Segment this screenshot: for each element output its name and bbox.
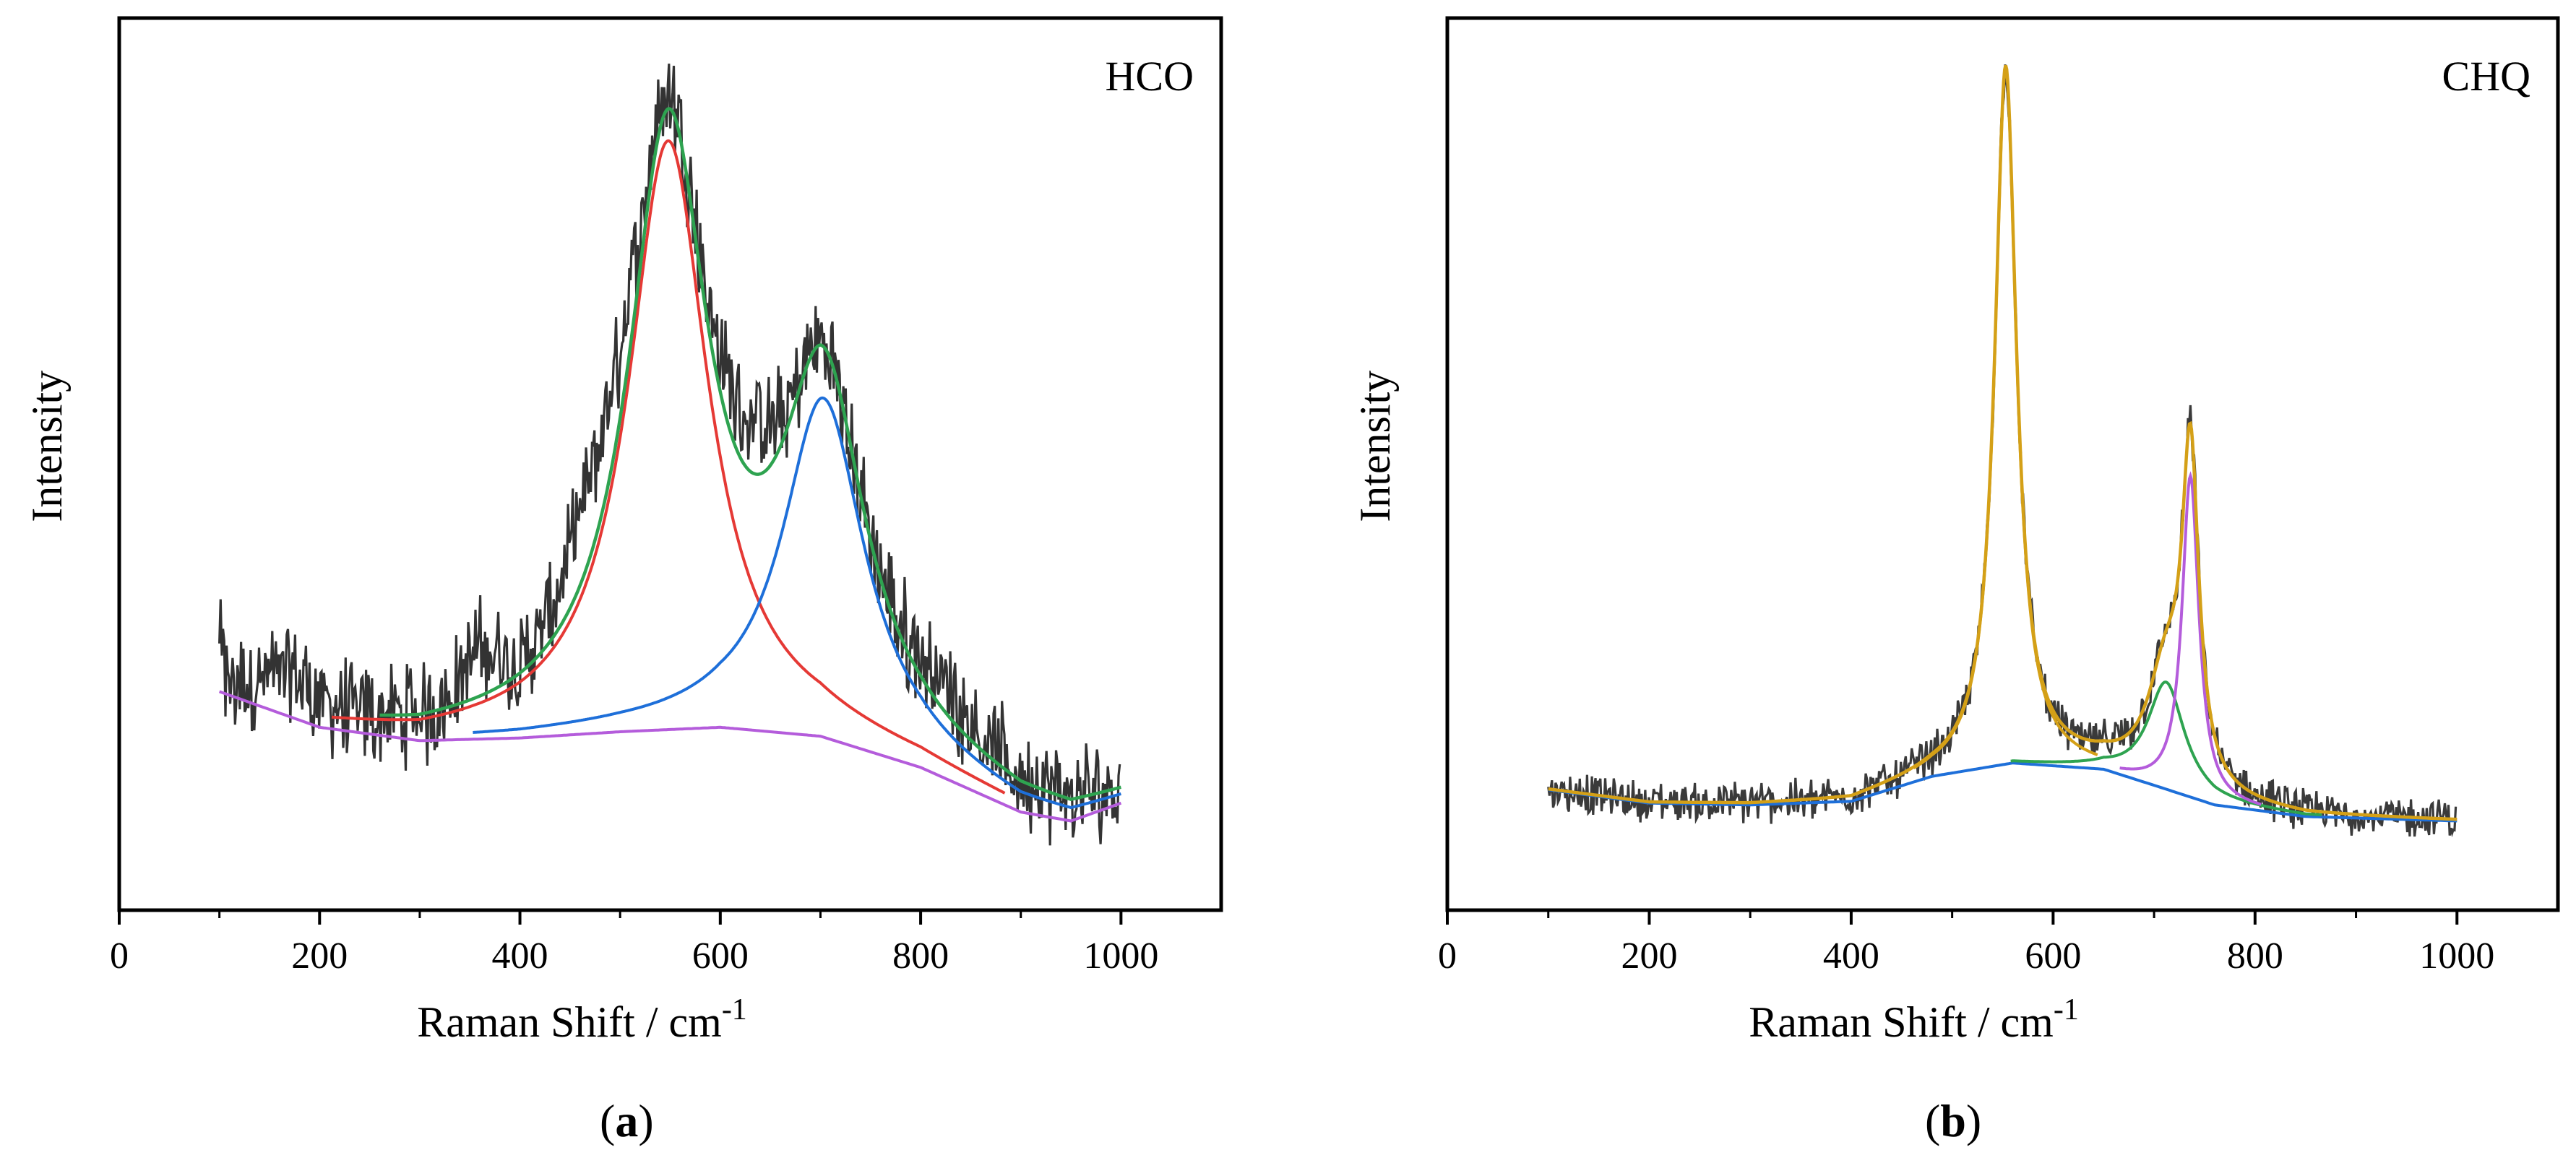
- x-tick-label: 0: [1438, 935, 1457, 977]
- y-axis-label: Intensity: [1351, 371, 1399, 522]
- baseline-line: [1548, 761, 2457, 823]
- baseline-line: [218, 690, 1122, 823]
- x-tick-label: 400: [492, 935, 548, 977]
- x-tick-label: 800: [2227, 935, 2283, 977]
- chart-a: 0 200 400 600 800 1000 Raman Shift / cm-1 Inten…: [23, 16, 1223, 1046]
- x-tick-label: 1000: [2419, 935, 2494, 977]
- x-tick-label: 800: [892, 935, 949, 977]
- y-axis-label: Intensity: [23, 371, 71, 522]
- x-tick-label: 600: [692, 935, 749, 977]
- fitted-peak-2-line: [2010, 680, 2322, 816]
- x-tick-label: 1000: [1083, 935, 1158, 977]
- plot-frame: [1445, 16, 2560, 912]
- fitted-peak-2-line: [473, 396, 1121, 810]
- fitted-peak-1-line: [331, 139, 1006, 795]
- x-axis-label: Raman Shift / cm-1: [1749, 993, 2079, 1046]
- raw-spectrum-line: [1547, 64, 2457, 838]
- raw-spectrum-line: [218, 64, 1121, 846]
- chart-title: HCO: [1106, 53, 1194, 100]
- fitted-peak-3-line: [2119, 471, 2262, 806]
- x-tick-label: 0: [110, 935, 129, 977]
- panel-label-b: (b): [1925, 1095, 1982, 1146]
- chart-b: 0 200 400 600 800 1000 Raman Shift / cm-1 Inten…: [1351, 16, 2560, 1046]
- x-axis-label: Raman Shift / cm-1: [417, 993, 747, 1046]
- x-tick-label: 600: [2025, 935, 2081, 977]
- cumulative-fit-line: [379, 107, 1121, 801]
- x-tick-label: 200: [1621, 935, 1677, 977]
- plot-frame: [117, 16, 1223, 912]
- x-tick-label: 400: [1823, 935, 1879, 977]
- chart-title: CHQ: [2442, 53, 2530, 100]
- x-tick-label: 200: [291, 935, 348, 977]
- panel-label-a: (a): [600, 1095, 654, 1146]
- cumulative-fit-line: [1548, 64, 2457, 821]
- fitted-peak-1-line: [1913, 68, 2098, 769]
